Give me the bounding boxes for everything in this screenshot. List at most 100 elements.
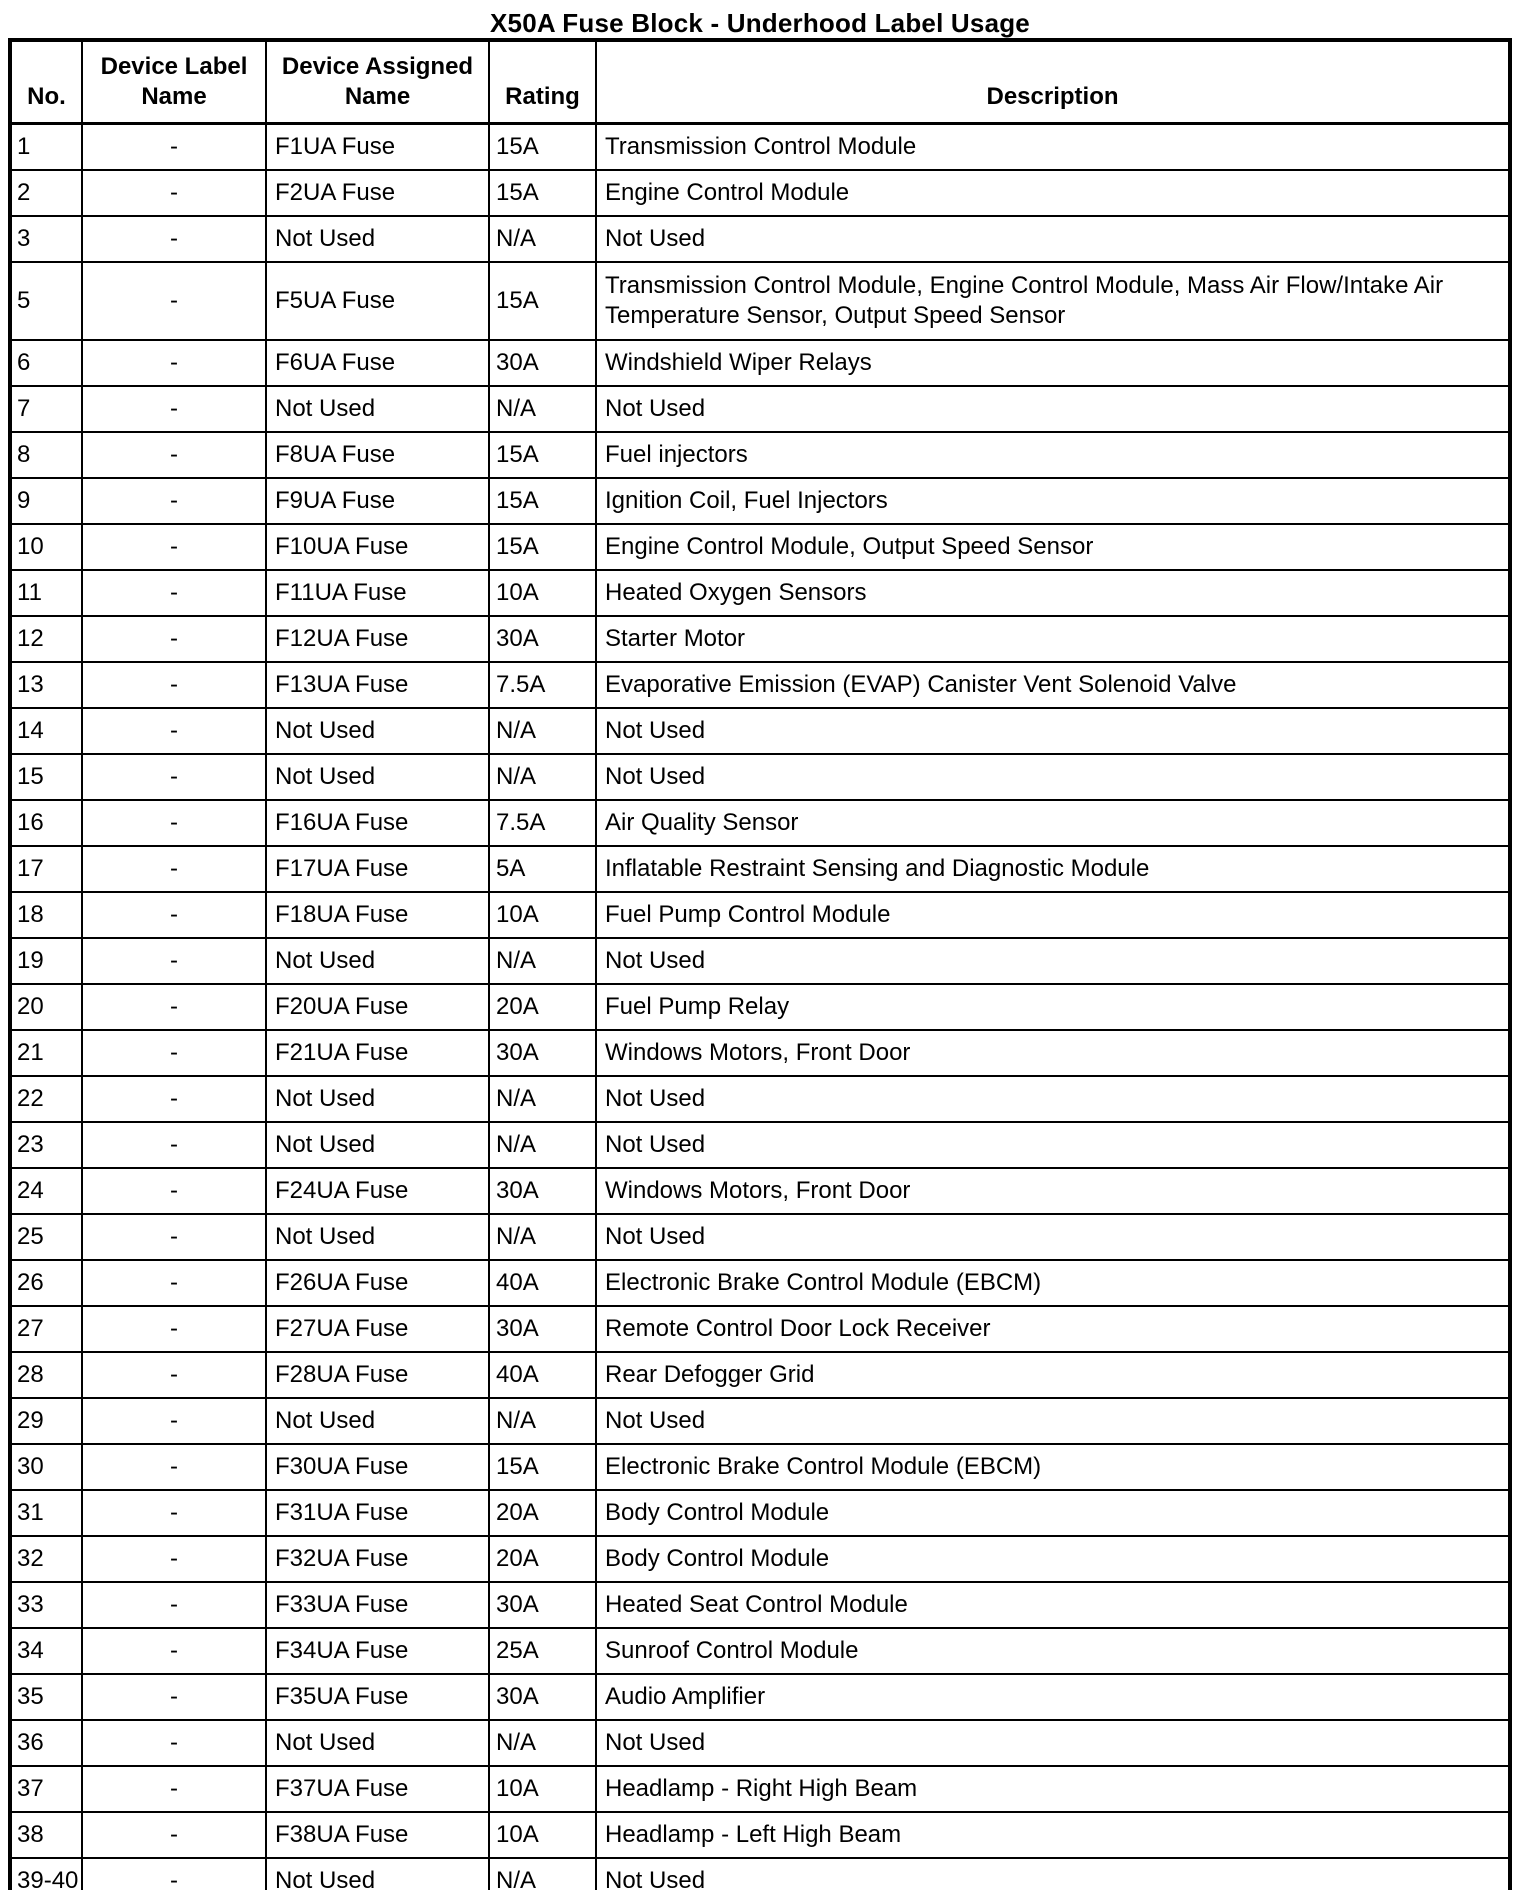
table-row: 24 - F24UA Fuse 30A Windows Motors, Fron… bbox=[9, 1167, 1511, 1215]
cell-rating: 25A bbox=[488, 1627, 597, 1675]
cell-device-assigned-name: Not Used bbox=[265, 1857, 490, 1890]
cell-description: Body Control Module bbox=[595, 1489, 1511, 1537]
cell-device-label-name: - bbox=[81, 215, 267, 263]
cell-device-assigned-name: F20UA Fuse bbox=[265, 983, 490, 1031]
table-row: 16 - F16UA Fuse 7.5A Air Quality Sensor bbox=[9, 799, 1511, 847]
cell-rating: 15A bbox=[488, 122, 597, 171]
cell-device-assigned-name: F12UA Fuse bbox=[265, 615, 490, 663]
cell-device-label-name: - bbox=[81, 615, 267, 663]
cell-description: Windows Motors, Front Door bbox=[595, 1029, 1511, 1077]
cell-device-label-name: - bbox=[81, 661, 267, 709]
cell-device-assigned-name: F1UA Fuse bbox=[265, 122, 490, 171]
cell-device-assigned-name: F31UA Fuse bbox=[265, 1489, 490, 1537]
cell-description: Not Used bbox=[595, 753, 1511, 801]
cell-rating: 30A bbox=[488, 1029, 597, 1077]
cell-rating: 30A bbox=[488, 339, 597, 387]
cell-description: Fuel injectors bbox=[595, 431, 1511, 479]
column-header-description: Description bbox=[595, 39, 1511, 125]
cell-device-assigned-name: F26UA Fuse bbox=[265, 1259, 490, 1307]
cell-device-label-name: - bbox=[81, 1535, 267, 1583]
cell-device-assigned-name: Not Used bbox=[265, 707, 490, 755]
cell-device-assigned-name: F8UA Fuse bbox=[265, 431, 490, 479]
cell-no: 21 bbox=[9, 1029, 83, 1077]
cell-device-label-name: - bbox=[81, 1029, 267, 1077]
cell-device-label-name: - bbox=[81, 1765, 267, 1813]
cell-description: Inflatable Restraint Sensing and Diagnos… bbox=[595, 845, 1511, 893]
cell-rating: 10A bbox=[488, 569, 597, 617]
cell-no: 15 bbox=[9, 753, 83, 801]
cell-description: Ignition Coil, Fuel Injectors bbox=[595, 477, 1511, 525]
cell-description: Fuel Pump Relay bbox=[595, 983, 1511, 1031]
cell-device-label-name: - bbox=[81, 1443, 267, 1491]
cell-no: 10 bbox=[9, 523, 83, 571]
cell-rating: 10A bbox=[488, 1765, 597, 1813]
cell-device-label-name: - bbox=[81, 1305, 267, 1353]
cell-device-label-name: - bbox=[81, 339, 267, 387]
cell-device-label-name: - bbox=[81, 1719, 267, 1767]
cell-no: 7 bbox=[9, 385, 83, 433]
cell-rating: 40A bbox=[488, 1259, 597, 1307]
cell-device-label-name: - bbox=[81, 261, 267, 341]
cell-description: Engine Control Module, Output Speed Sens… bbox=[595, 523, 1511, 571]
cell-description: Air Quality Sensor bbox=[595, 799, 1511, 847]
cell-no: 37 bbox=[9, 1765, 83, 1813]
cell-no: 32 bbox=[9, 1535, 83, 1583]
cell-no: 9 bbox=[9, 477, 83, 525]
cell-device-label-name: - bbox=[81, 1489, 267, 1537]
cell-device-label-name: - bbox=[81, 1121, 267, 1169]
table-row: 25 - Not Used N/A Not Used bbox=[9, 1213, 1511, 1261]
table-row: 14 - Not Used N/A Not Used bbox=[9, 707, 1511, 755]
cell-no: 1 bbox=[9, 122, 83, 171]
cell-description: Fuel Pump Control Module bbox=[595, 891, 1511, 939]
cell-device-assigned-name: F35UA Fuse bbox=[265, 1673, 490, 1721]
cell-no: 6 bbox=[9, 339, 83, 387]
cell-description: Not Used bbox=[595, 385, 1511, 433]
column-header-no: No. bbox=[9, 39, 83, 125]
table-row: 7 - Not Used N/A Not Used bbox=[9, 385, 1511, 433]
table-row: 36 - Not Used N/A Not Used bbox=[9, 1719, 1511, 1767]
cell-device-label-name: - bbox=[81, 169, 267, 217]
cell-device-label-name: - bbox=[81, 1673, 267, 1721]
cell-device-label-name: - bbox=[81, 1811, 267, 1859]
table-row: 29 - Not Used N/A Not Used bbox=[9, 1397, 1511, 1445]
cell-no: 20 bbox=[9, 983, 83, 1031]
cell-no: 18 bbox=[9, 891, 83, 939]
table-row: 12 - F12UA Fuse 30A Starter Motor bbox=[9, 615, 1511, 663]
table-row: 18 - F18UA Fuse 10A Fuel Pump Control Mo… bbox=[9, 891, 1511, 939]
cell-device-label-name: - bbox=[81, 385, 267, 433]
cell-rating: N/A bbox=[488, 385, 597, 433]
cell-description: Not Used bbox=[595, 937, 1511, 985]
cell-no: 13 bbox=[9, 661, 83, 709]
cell-device-assigned-name: F11UA Fuse bbox=[265, 569, 490, 617]
cell-no: 31 bbox=[9, 1489, 83, 1537]
cell-description: Heated Seat Control Module bbox=[595, 1581, 1511, 1629]
cell-device-assigned-name: Not Used bbox=[265, 1121, 490, 1169]
cell-rating: 15A bbox=[488, 523, 597, 571]
table-row: 13 - F13UA Fuse 7.5A Evaporative Emissio… bbox=[9, 661, 1511, 709]
cell-no: 19 bbox=[9, 937, 83, 985]
cell-no: 28 bbox=[9, 1351, 83, 1399]
cell-description: Not Used bbox=[595, 707, 1511, 755]
table-row: 9 - F9UA Fuse 15A Ignition Coil, Fuel In… bbox=[9, 477, 1511, 525]
cell-rating: 40A bbox=[488, 1351, 597, 1399]
cell-description: Not Used bbox=[595, 1213, 1511, 1261]
table-row: 11 - F11UA Fuse 10A Heated Oxygen Sensor… bbox=[9, 569, 1511, 617]
cell-device-label-name: - bbox=[81, 1857, 267, 1890]
cell-description: Not Used bbox=[595, 1857, 1511, 1890]
cell-rating: 20A bbox=[488, 1535, 597, 1583]
cell-description: Transmission Control Module, Engine Cont… bbox=[595, 261, 1511, 341]
cell-description: Windows Motors, Front Door bbox=[595, 1167, 1511, 1215]
cell-device-assigned-name: F32UA Fuse bbox=[265, 1535, 490, 1583]
cell-device-label-name: - bbox=[81, 1351, 267, 1399]
table-row: 3 - Not Used N/A Not Used bbox=[9, 215, 1511, 263]
cell-device-assigned-name: F38UA Fuse bbox=[265, 1811, 490, 1859]
cell-device-label-name: - bbox=[81, 983, 267, 1031]
cell-rating: N/A bbox=[488, 1857, 597, 1890]
table-row: 8 - F8UA Fuse 15A Fuel injectors bbox=[9, 431, 1511, 479]
cell-rating: N/A bbox=[488, 937, 597, 985]
cell-no: 35 bbox=[9, 1673, 83, 1721]
cell-description: Audio Amplifier bbox=[595, 1673, 1511, 1721]
cell-no: 34 bbox=[9, 1627, 83, 1675]
cell-device-label-name: - bbox=[81, 569, 267, 617]
table-row: 6 - F6UA Fuse 30A Windshield Wiper Relay… bbox=[9, 339, 1511, 387]
